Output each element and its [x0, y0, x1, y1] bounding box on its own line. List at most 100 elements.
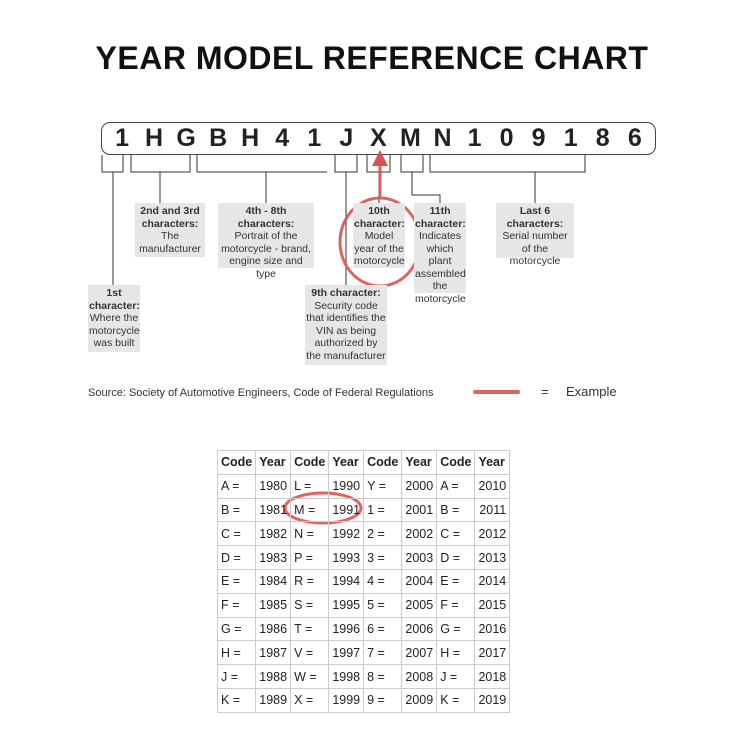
vin-character: 0	[499, 124, 514, 152]
code-cell: 6 =	[363, 616, 403, 642]
code-cell: G =	[436, 616, 476, 642]
year-cell: 2003	[401, 545, 438, 570]
callout-heading: 4th - 8th characters:	[237, 205, 295, 230]
vin-character: 1	[467, 124, 482, 152]
code-cell: R =	[290, 568, 330, 594]
code-cell: J =	[216, 664, 257, 689]
column-header: Code	[436, 450, 476, 475]
year-cell: 2009	[401, 687, 438, 713]
vin-character: G	[176, 124, 196, 152]
source-note: Source: Society of Automotive Engineers,…	[88, 387, 434, 399]
table-row: H = 1987 V = 1997 7 = 2007 H = 2017	[216, 640, 511, 666]
code-cell: B =	[216, 497, 257, 523]
callout-1st: 1st character: Where the motorcycle was …	[88, 285, 140, 352]
callout-heading: 1st character:	[89, 287, 140, 312]
code-cell: D =	[436, 545, 476, 570]
callout-last-6: Last 6 characters: Serial number of the …	[496, 203, 574, 267]
code-cell: V =	[290, 640, 330, 666]
code-cell: T =	[290, 616, 330, 642]
year-cell: 2017	[474, 640, 511, 666]
code-cell: F =	[436, 592, 476, 618]
code-cell: A =	[436, 473, 476, 499]
code-cell: 7 =	[363, 640, 403, 666]
table-row: G = 1986 T = 1996 6 = 2006 G = 2016	[216, 616, 511, 642]
code-cell: L =	[290, 473, 330, 499]
year-cell: 2010	[474, 473, 511, 499]
year-cell: 1980	[255, 473, 292, 499]
callout-text: Indicates which plant assembled the moto…	[415, 230, 466, 305]
vin-character: J	[339, 124, 354, 152]
code-cell: W =	[290, 664, 330, 689]
year-cell: 1995	[328, 592, 365, 618]
year-cell: 2007	[401, 640, 438, 666]
column-header: Year	[474, 450, 511, 475]
table-row: A = 1980 L = 1990 Y = 2000 A = 2010	[216, 473, 511, 499]
vin-character: B	[209, 124, 228, 152]
year-cell: 1998	[328, 664, 365, 689]
column-header: Code	[216, 450, 257, 475]
vin-character: 1	[563, 124, 578, 152]
column-header: Year	[255, 450, 292, 475]
callout-text: Where the motorcycle was built	[89, 312, 140, 349]
bracket-1st	[101, 155, 124, 287]
legend-label: Example	[566, 384, 617, 399]
year-cell: 1991	[328, 497, 365, 523]
year-code-table: Code Year Code Year Code Year Code Year A = 1980…	[216, 450, 511, 713]
code-cell: J =	[436, 664, 476, 689]
vin-character: 6	[627, 124, 642, 152]
vin-character: 9	[531, 124, 546, 152]
year-cell: 1999	[328, 687, 365, 713]
code-cell: C =	[216, 521, 257, 547]
vin-character: H	[241, 124, 260, 152]
year-cell: 2019	[474, 687, 511, 713]
column-header: Code	[290, 450, 330, 475]
callout-heading: 9th character:	[311, 287, 381, 299]
code-cell: C =	[436, 521, 476, 547]
code-cell: H =	[436, 640, 476, 666]
year-cell: 1997	[328, 640, 365, 666]
code-cell: N =	[290, 521, 330, 547]
year-cell: 1981	[255, 497, 292, 523]
year-cell: 2000	[401, 473, 438, 499]
vin-character: 4	[275, 124, 290, 152]
legend-equals: =	[541, 384, 549, 399]
vin-character: 1	[115, 124, 129, 152]
code-cell: 2 =	[363, 521, 403, 547]
callout-10th: 10th character: Model year of the motorc…	[353, 203, 405, 268]
year-cell: 2005	[401, 592, 438, 618]
bracket-4th-8th	[196, 155, 327, 203]
code-cell: M =	[290, 497, 330, 523]
arrow-head-icon	[372, 150, 388, 166]
table-row: F = 1985 S = 1995 5 = 2005 F = 2015	[216, 592, 511, 618]
year-cell: 2013	[474, 545, 511, 570]
table-row: J = 1988 W = 1998 8 = 2008 J = 2018	[216, 664, 511, 689]
code-cell: 3 =	[363, 545, 403, 570]
year-cell: 2008	[401, 664, 438, 689]
code-cell: 1 =	[363, 497, 403, 523]
bracket-11th	[400, 155, 441, 203]
code-cell: S =	[290, 592, 330, 618]
code-cell: H =	[216, 640, 257, 666]
year-cell: 1988	[255, 664, 292, 689]
column-header: Code	[363, 450, 403, 475]
callout-heading: 11th character:	[415, 205, 466, 230]
callout-4th-8th: 4th - 8th characters: Portrait of the mo…	[218, 203, 314, 280]
year-cell: 2015	[474, 592, 511, 618]
year-cell: 1984	[255, 568, 292, 594]
table-row: B = 1981 M = 1991 1 = 2001 B = 2011	[216, 497, 511, 523]
vin-character: M	[400, 124, 421, 152]
year-cell: 2006	[401, 616, 438, 642]
code-cell: F =	[216, 592, 257, 618]
code-cell: 8 =	[363, 664, 403, 689]
vin-character: H	[145, 124, 164, 152]
year-cell: 1986	[255, 616, 292, 642]
table-row: E = 1984 R = 1994 4 = 2004 E = 2014	[216, 568, 511, 594]
callout-text: Serial number of the motorcycle	[502, 230, 568, 267]
year-cell: 1996	[328, 616, 365, 642]
year-cell: 1987	[255, 640, 292, 666]
table-header-row: Code Year Code Year Code Year Code Year	[216, 450, 511, 475]
callout-heading: Last 6 characters:	[506, 205, 564, 230]
chart-title: YEAR MODEL REFERENCE CHART	[95, 40, 649, 76]
callout-9th: 9th character: Security code that identi…	[305, 285, 387, 365]
year-cell: 1993	[328, 545, 365, 570]
